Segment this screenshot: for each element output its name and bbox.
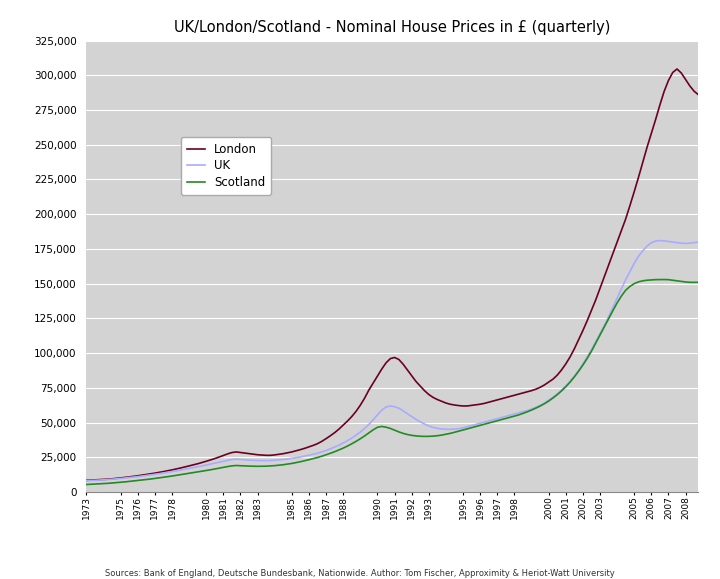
London <box>694 91 703 98</box>
Legend: London, UK, Scotland: London, UK, Scotland <box>181 137 271 195</box>
London <box>82 477 91 484</box>
UK <box>172 467 181 474</box>
Line: Scotland: Scotland <box>86 280 698 485</box>
London <box>575 336 583 343</box>
London <box>125 474 133 481</box>
UK <box>82 477 91 484</box>
London <box>672 65 681 72</box>
Scotland <box>172 472 181 479</box>
Scotland <box>694 279 703 286</box>
Scotland <box>271 462 279 469</box>
Scotland <box>518 410 527 417</box>
Line: London: London <box>86 69 698 481</box>
London <box>172 466 181 472</box>
UK <box>694 239 703 245</box>
Scotland <box>656 276 665 283</box>
London <box>271 452 279 459</box>
London <box>518 390 527 397</box>
Scotland <box>575 368 583 375</box>
UK <box>271 457 279 464</box>
Scotland <box>82 481 91 488</box>
Scotland <box>125 478 133 485</box>
Title: UK/London/Scotland - Nominal House Prices in £ (quarterly): UK/London/Scotland - Nominal House Price… <box>174 20 611 35</box>
UK <box>656 237 665 244</box>
UK <box>582 354 591 361</box>
UK <box>125 474 133 481</box>
UK <box>518 408 527 415</box>
Line: UK: UK <box>86 241 698 481</box>
Scotland <box>582 355 591 362</box>
Text: Sources: Bank of England, Deutsche Bundesbank, Nationwide. Author: Tom Fischer, : Sources: Bank of England, Deutsche Bunde… <box>105 569 615 578</box>
London <box>582 317 591 324</box>
UK <box>575 367 583 374</box>
